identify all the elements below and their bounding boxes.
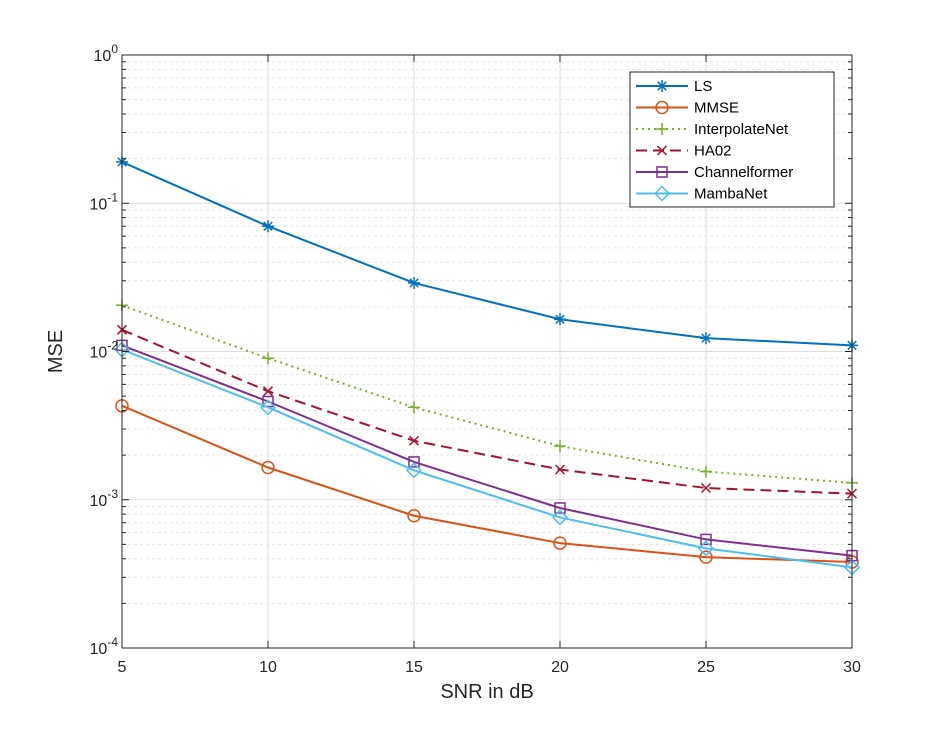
data-point-marker (262, 220, 274, 233)
data-point-marker (554, 440, 566, 453)
data-point-marker (697, 540, 715, 557)
y-axis-label: MSE (45, 330, 67, 373)
marker-stroke (554, 502, 566, 514)
y-tick-label: 10-1 (90, 190, 119, 213)
marker-stroke (656, 145, 668, 156)
marker-stroke (259, 399, 277, 416)
x-axis-label: SNR in dB (440, 681, 533, 703)
series-line-ls (121, 161, 853, 347)
marker-stroke (408, 435, 420, 446)
x-tick-label: 15 (405, 659, 423, 676)
x-tick-label: 20 (551, 659, 569, 676)
data-point-marker (554, 464, 566, 475)
legend-entry-interpolatenet: InterpolateNet (636, 121, 789, 138)
x-tick-label: 10 (259, 659, 277, 676)
x-tick-label: 30 (843, 659, 861, 676)
data-point-marker (700, 465, 712, 478)
data-point-marker (656, 166, 668, 178)
data-point-marker (408, 435, 420, 446)
marker-stroke (551, 509, 569, 526)
data-point-marker (656, 145, 668, 156)
series-line-mambanet (121, 348, 853, 569)
series-line-channelformer (121, 344, 853, 557)
marker-stroke (656, 166, 668, 178)
marker-stroke (554, 464, 566, 475)
data-point-marker (700, 332, 712, 345)
data-point-marker (408, 276, 420, 289)
data-point-marker (407, 508, 421, 523)
series-group (113, 155, 861, 576)
data-point-marker (699, 550, 713, 564)
series-line-mmse (121, 404, 853, 564)
legend-entry-mmse: MMSE (636, 100, 739, 117)
data-point-marker (554, 502, 566, 514)
series-line-ha02 (121, 328, 853, 495)
data-point-marker (656, 80, 668, 92)
series-line-interpolatenet (121, 304, 853, 484)
marker-stroke (263, 221, 273, 231)
y-tick-label: 10-2 (90, 339, 119, 362)
y-tick-label: 10-3 (90, 487, 119, 510)
x-tick-label: 5 (118, 659, 127, 676)
data-point-marker (700, 482, 712, 494)
data-point-marker (551, 509, 569, 526)
marker-stroke (655, 100, 669, 115)
data-point-marker (554, 313, 566, 326)
data-point-marker (261, 460, 275, 475)
marker-stroke (405, 462, 423, 479)
data-point-marker (655, 100, 669, 115)
marker-stroke (653, 185, 671, 202)
marker-stroke (408, 456, 420, 468)
legend-label: HA02 (694, 143, 732, 160)
data-point-marker (405, 462, 423, 479)
series-mmse (115, 399, 859, 569)
marker-stroke (699, 550, 713, 564)
legend-entry-ha02: HA02 (636, 143, 732, 160)
legend-label: Channelformer (694, 164, 793, 181)
data-point-marker (653, 185, 671, 202)
legend-label: MambaNet (694, 186, 768, 203)
data-point-marker (262, 352, 274, 365)
legend-box (629, 71, 835, 208)
marker-stroke (261, 460, 275, 475)
legend-label: MMSE (694, 100, 739, 117)
legend-label: InterpolateNet (694, 121, 789, 138)
marker-stroke (700, 482, 712, 494)
data-point-marker (700, 533, 712, 546)
marker-stroke (700, 533, 712, 546)
marker-stroke (555, 314, 565, 324)
axis-ticks: 5 10 15 20 25 30 100 10-1 10-2 10-3 10-4 (90, 42, 861, 676)
marker-stroke (262, 386, 274, 397)
legend-entry-channelformer: Channelformer (636, 164, 793, 181)
data-point-marker (408, 456, 420, 468)
y-tick-label: 100 (94, 42, 119, 65)
marker-stroke (409, 278, 419, 288)
marker-stroke (701, 333, 711, 343)
data-point-marker (262, 386, 274, 397)
marker-stroke (657, 81, 667, 91)
data-point-marker (259, 399, 277, 416)
y-tick-label: 10-4 (90, 635, 119, 658)
marker-stroke (407, 508, 421, 523)
legend: LS MMSE InterpolateNet HA02 Channelformer Mam… (629, 71, 835, 208)
marker-stroke (697, 540, 715, 557)
marker-stroke (553, 536, 567, 550)
legend-entry-mambanet: MambaNet (636, 185, 768, 203)
data-point-marker (408, 401, 420, 414)
legend-label: LS (694, 78, 712, 95)
legend-entry-ls: LS (636, 78, 712, 95)
data-point-marker (553, 536, 567, 550)
data-point-marker (656, 123, 668, 135)
x-tick-label: 25 (697, 659, 715, 676)
